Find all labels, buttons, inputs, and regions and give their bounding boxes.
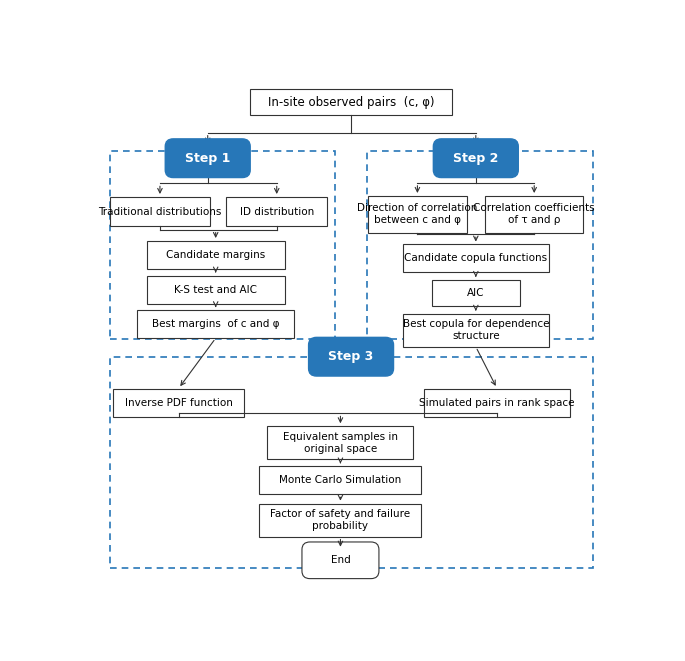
Text: Candidate copula functions: Candidate copula functions	[404, 253, 547, 264]
Bar	[110, 151, 335, 339]
Text: Best margins  of c and φ: Best margins of c and φ	[152, 319, 279, 329]
FancyBboxPatch shape	[250, 89, 452, 116]
FancyBboxPatch shape	[260, 467, 421, 494]
Text: Step 3: Step 3	[328, 350, 374, 363]
Text: Inverse PDF function: Inverse PDF function	[125, 397, 232, 408]
FancyBboxPatch shape	[308, 337, 393, 376]
FancyBboxPatch shape	[114, 389, 244, 416]
Text: End: End	[331, 555, 350, 565]
FancyBboxPatch shape	[434, 139, 519, 178]
FancyBboxPatch shape	[110, 197, 210, 227]
Text: Best copula for dependence
structure: Best copula for dependence structure	[403, 319, 549, 341]
Bar	[110, 357, 593, 568]
Text: AIC: AIC	[467, 288, 484, 298]
FancyBboxPatch shape	[147, 276, 285, 303]
Text: K-S test and AIC: K-S test and AIC	[174, 284, 257, 295]
FancyBboxPatch shape	[403, 245, 549, 272]
Text: Candidate margins: Candidate margins	[166, 250, 265, 260]
FancyBboxPatch shape	[485, 196, 584, 233]
Text: Factor of safety and failure
probability: Factor of safety and failure probability	[271, 509, 410, 531]
FancyBboxPatch shape	[302, 542, 379, 578]
Text: Step 1: Step 1	[185, 152, 230, 165]
FancyBboxPatch shape	[267, 426, 414, 459]
Text: In-site observed pairs  (c, φ): In-site observed pairs (c, φ)	[268, 96, 434, 108]
Text: Step 2: Step 2	[453, 152, 499, 165]
FancyBboxPatch shape	[369, 196, 466, 233]
FancyBboxPatch shape	[403, 314, 549, 347]
Text: Correlation coefficients
of τ and ρ: Correlation coefficients of τ and ρ	[473, 204, 595, 225]
FancyBboxPatch shape	[432, 280, 520, 306]
Text: Simulated pairs in rank space: Simulated pairs in rank space	[419, 397, 575, 408]
Text: Equivalent samples in
original space: Equivalent samples in original space	[283, 432, 398, 453]
FancyBboxPatch shape	[147, 241, 285, 269]
FancyBboxPatch shape	[165, 139, 250, 178]
Text: Direction of correlation
between c and φ: Direction of correlation between c and φ	[358, 204, 477, 225]
FancyBboxPatch shape	[424, 389, 570, 416]
Text: ID distribution: ID distribution	[240, 207, 314, 217]
FancyBboxPatch shape	[138, 310, 294, 338]
Bar	[367, 151, 593, 339]
Text: Traditional distributions: Traditional distributions	[98, 207, 222, 217]
FancyBboxPatch shape	[260, 504, 421, 537]
FancyBboxPatch shape	[226, 197, 327, 227]
Text: Monte Carlo Simulation: Monte Carlo Simulation	[279, 475, 401, 485]
